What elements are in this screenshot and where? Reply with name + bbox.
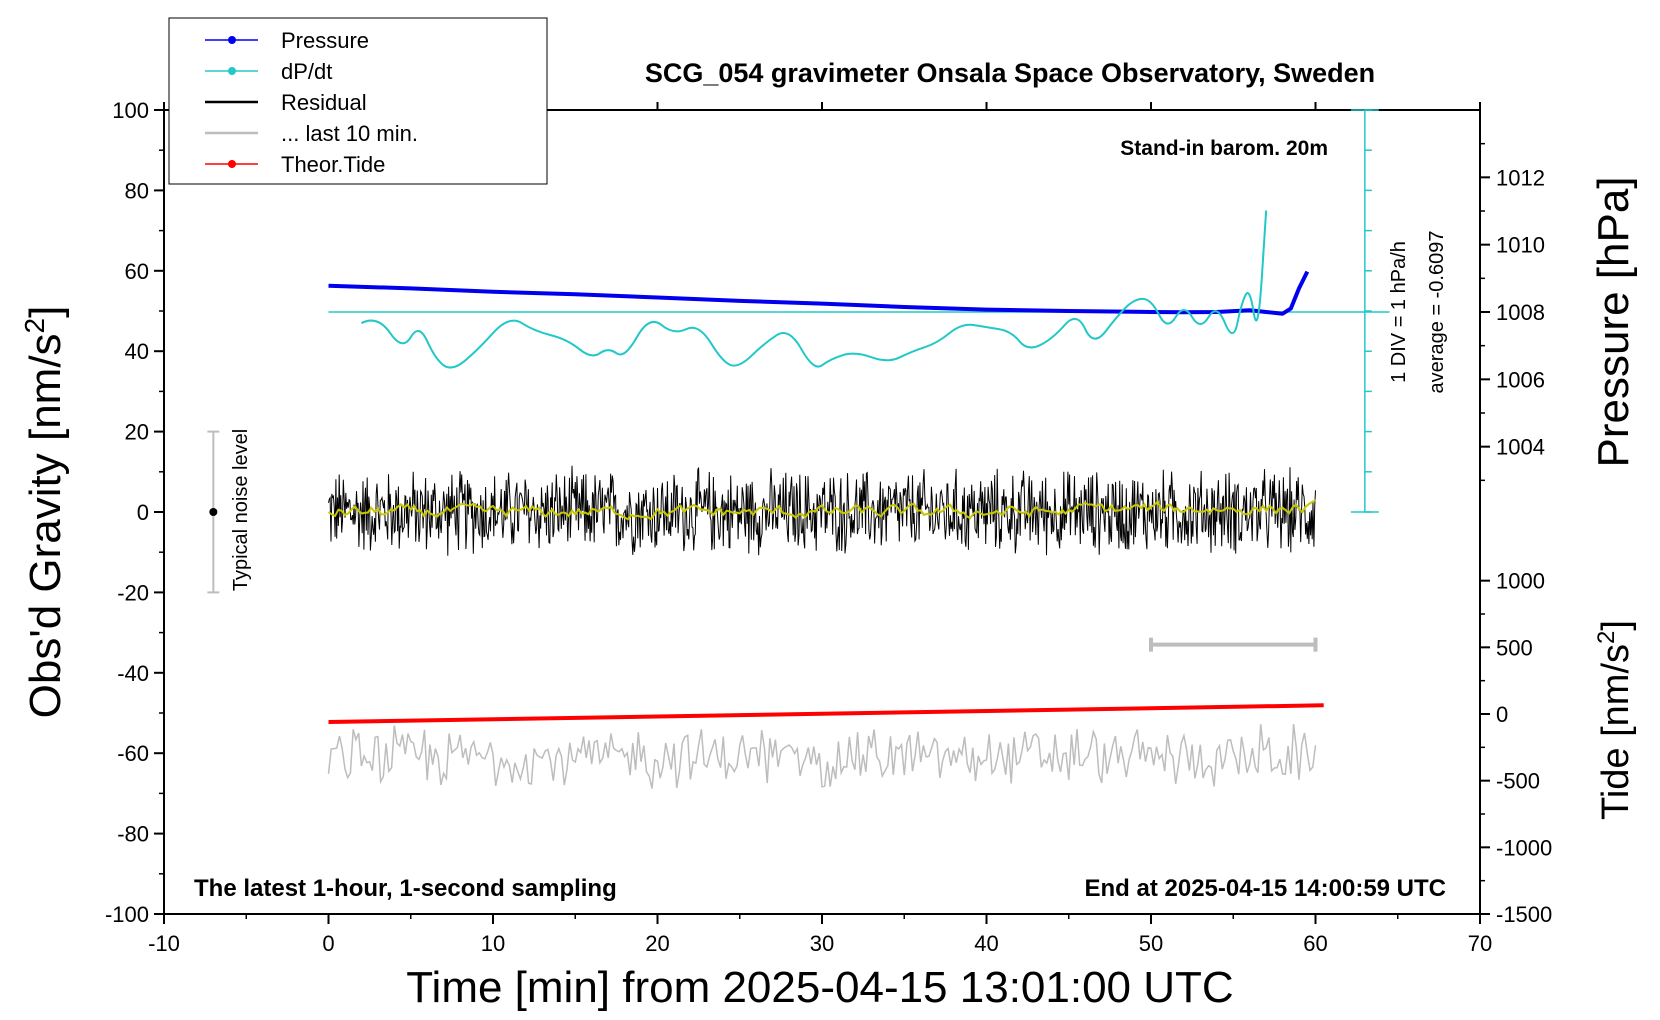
y-tick-label: 0 — [137, 500, 149, 525]
x-tick-label: 40 — [974, 931, 998, 956]
dpdt-line — [360, 210, 1268, 369]
legend-marker — [228, 160, 236, 168]
residual-line — [328, 465, 1316, 556]
x-tick-label: -10 — [148, 931, 180, 956]
y-tick-label: 20 — [125, 420, 149, 445]
last10-line — [327, 724, 1317, 789]
legend-marker — [228, 36, 236, 44]
pressure-tick-label: 1004 — [1496, 435, 1545, 460]
legend-marker — [228, 67, 236, 75]
legend: Pressure dP/dt Residual ... last 10 min. The… — [168, 17, 548, 185]
legend-label: Residual — [281, 90, 367, 115]
pressure-tick-label: 1008 — [1496, 300, 1545, 325]
series-layer — [207, 109, 1390, 789]
legend-label: Theor.Tide — [281, 152, 385, 177]
x-tick-label: 70 — [1468, 931, 1492, 956]
y-tick-label: -20 — [117, 580, 149, 605]
legend-label: ... last 10 min. — [281, 121, 418, 146]
tide-tick-label: -500 — [1496, 769, 1540, 794]
tide-tick-label: 0 — [1496, 702, 1508, 727]
tide-line — [328, 703, 1324, 724]
x-tick-label: 30 — [810, 931, 834, 956]
y-tick-label: -100 — [105, 902, 149, 927]
x-tick-label: 10 — [481, 931, 505, 956]
pressure-axis-title: Pressure [hPa] — [1589, 176, 1638, 467]
axes: -10 0 10 20 30 40 50 60 70100806040200-20-40-60-… — [105, 98, 1552, 956]
pressure-tick-label: 1010 — [1496, 233, 1545, 258]
x-tick-label: 50 — [1139, 931, 1163, 956]
x-tick-label: 0 — [322, 931, 334, 956]
tide-tick-label: 1000 — [1496, 569, 1545, 594]
y-tick-label: 60 — [125, 259, 149, 284]
y-tick-label: -60 — [117, 741, 149, 766]
y-tick-label: -80 — [117, 822, 149, 847]
tide-tick-label: -1500 — [1496, 902, 1552, 927]
x-axis-title: Time [min] from 2025-04-15 13:01:00 UTC — [406, 963, 1233, 1012]
tide-axis-title: Tide [nm/s2] — [1593, 620, 1637, 820]
pressure-tick-label: 1012 — [1496, 165, 1545, 190]
pressure-line — [328, 270, 1310, 316]
noise-bar-dot — [209, 508, 218, 516]
y-tick-label: -40 — [117, 661, 149, 686]
y-tick-label: 80 — [125, 178, 149, 203]
average-annotation: average = -0.6097 — [1426, 231, 1448, 394]
scale-annotation: 1 DIV = 1 hPa/h — [1388, 241, 1410, 383]
x-tick-label: 60 — [1303, 931, 1327, 956]
tide-tick-label: -1000 — [1496, 835, 1552, 860]
residual-smoothed-line — [327, 499, 1316, 521]
end-annotation: End at 2025-04-15 14:00:59 UTC — [1085, 875, 1447, 902]
latest-annotation: The latest 1-hour, 1-second sampling — [194, 875, 617, 902]
barometer-annotation: Stand-in barom. 20m — [1120, 137, 1328, 160]
chart-title: SCG_054 gravimeter Onsala Space Observat… — [645, 58, 1375, 88]
legend-label: dP/dt — [281, 59, 332, 84]
x-tick-label: 20 — [645, 931, 669, 956]
noise-annotation: Typical noise level — [230, 429, 252, 591]
legend-label: Pressure — [281, 28, 369, 53]
y-tick-label: 100 — [112, 98, 149, 123]
pressure-tick-label: 1006 — [1496, 367, 1545, 392]
y-tick-label: 40 — [125, 339, 149, 364]
tide-tick-label: 500 — [1496, 635, 1533, 660]
y-axis-title: Obs'd Gravity [nm/s2] — [19, 306, 70, 719]
